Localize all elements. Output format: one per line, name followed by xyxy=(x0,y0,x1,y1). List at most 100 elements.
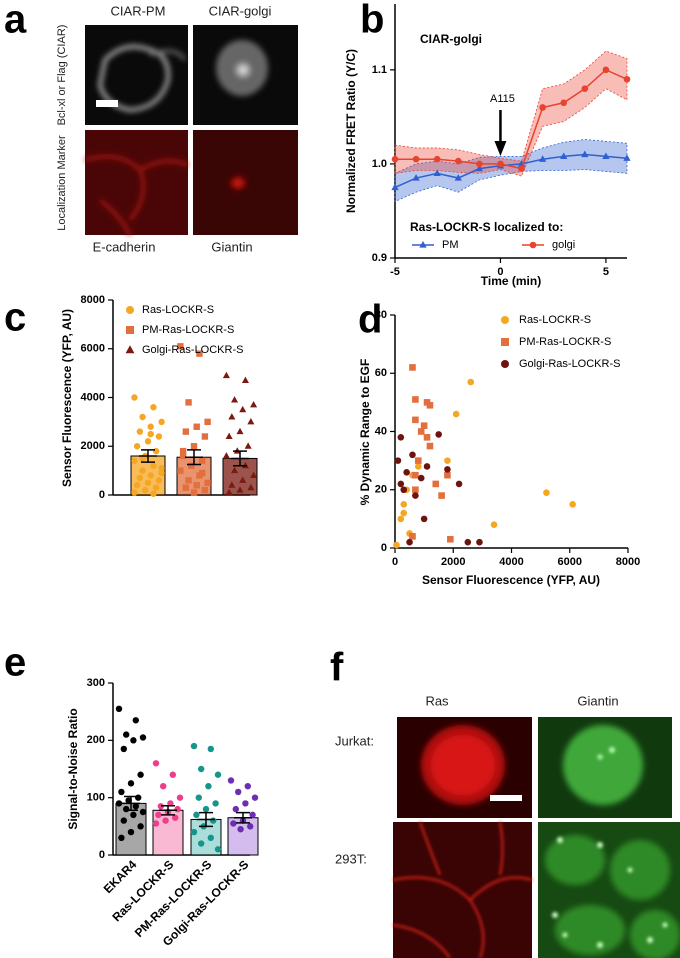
marker xyxy=(406,538,413,546)
marker xyxy=(415,463,422,470)
marker xyxy=(415,457,422,464)
marker xyxy=(169,771,176,778)
y-tick-label: 200 xyxy=(87,734,105,746)
marker xyxy=(247,418,255,425)
marker xyxy=(205,783,212,790)
marker xyxy=(155,433,163,440)
marker xyxy=(120,745,128,753)
annotation: A115 xyxy=(490,93,515,105)
marker xyxy=(560,152,568,160)
marker xyxy=(228,481,236,488)
marker xyxy=(239,476,247,483)
marker xyxy=(177,467,184,474)
x-tick-label: -5 xyxy=(390,266,400,278)
marker xyxy=(174,805,181,813)
arrow-head xyxy=(494,141,507,156)
marker xyxy=(247,483,255,491)
marker xyxy=(400,486,408,494)
panel-letter: f xyxy=(330,646,344,690)
marker xyxy=(432,480,440,488)
x-axis-label: Sensor Fluorescence (YFP, AU) xyxy=(422,573,600,587)
marker xyxy=(144,438,152,445)
marker xyxy=(150,490,157,497)
marker xyxy=(123,731,130,738)
y-tick-label: 4000 xyxy=(81,391,105,403)
marker xyxy=(127,828,135,836)
marker xyxy=(412,492,419,499)
marker xyxy=(144,479,152,487)
marker xyxy=(444,457,451,464)
column-label: CIAR-PM xyxy=(111,3,166,18)
marker xyxy=(501,338,509,346)
marker xyxy=(147,430,154,438)
marker xyxy=(207,834,214,841)
marker xyxy=(569,501,576,508)
marker xyxy=(130,737,137,744)
error-bar xyxy=(159,804,177,816)
y-tick-label: 0 xyxy=(99,849,105,861)
y-tick-label: 40 xyxy=(375,425,387,437)
marker xyxy=(139,413,146,421)
marker xyxy=(420,515,428,523)
marker xyxy=(158,464,165,472)
row-label: Bcl-xl or Flag (CIAR) xyxy=(56,25,68,126)
marker xyxy=(412,486,419,494)
marker xyxy=(231,396,239,403)
marker xyxy=(543,489,550,496)
marker xyxy=(150,462,157,469)
marker xyxy=(464,538,472,546)
x-tick-label: 6000 xyxy=(558,556,582,568)
legend-label: PM xyxy=(442,239,459,251)
column-label: Giantin xyxy=(577,693,618,708)
marker xyxy=(176,794,184,801)
chart-title: CIAR-golgi xyxy=(420,32,482,46)
column-label: CIAR-golgi xyxy=(209,3,272,18)
marker xyxy=(125,345,135,354)
marker xyxy=(158,469,165,477)
marker xyxy=(142,486,149,494)
marker xyxy=(244,442,252,449)
y-tick-label: 8000 xyxy=(81,294,105,306)
marker xyxy=(204,418,211,426)
marker xyxy=(391,155,399,163)
y-tick-label: 1.1 xyxy=(372,64,387,76)
marker xyxy=(139,455,146,462)
legend-title: Ras-LOCKR-S localized to: xyxy=(410,220,563,234)
marker xyxy=(139,734,147,741)
error-bar xyxy=(234,811,252,824)
marker xyxy=(501,360,509,368)
marker xyxy=(400,501,408,508)
marker xyxy=(137,771,144,778)
y-tick-label: 1.0 xyxy=(372,158,387,170)
marker xyxy=(155,477,163,484)
panel-letter: d xyxy=(358,298,382,342)
marker xyxy=(147,423,154,430)
marker xyxy=(202,805,210,813)
marker xyxy=(230,820,237,827)
marker xyxy=(190,828,198,836)
marker xyxy=(225,488,233,496)
x-tick-label: 4000 xyxy=(499,556,523,568)
micrographs-a xyxy=(84,25,298,236)
marker xyxy=(193,423,200,430)
error-band xyxy=(394,139,628,203)
marker xyxy=(131,394,138,401)
marker xyxy=(423,463,431,470)
x-tick-label: 2000 xyxy=(441,556,465,568)
marker xyxy=(133,443,141,450)
marker xyxy=(419,241,427,248)
marker xyxy=(518,165,525,172)
marker xyxy=(204,479,211,487)
marker xyxy=(232,805,239,813)
marker xyxy=(412,416,419,424)
marker xyxy=(195,794,202,801)
marker xyxy=(155,811,162,819)
panel-letter: e xyxy=(4,641,26,685)
marker xyxy=(162,817,169,824)
marker xyxy=(188,462,195,469)
marker xyxy=(115,705,123,712)
marker xyxy=(158,418,165,426)
marker xyxy=(497,160,504,168)
marker xyxy=(394,457,402,464)
marker xyxy=(409,451,416,459)
